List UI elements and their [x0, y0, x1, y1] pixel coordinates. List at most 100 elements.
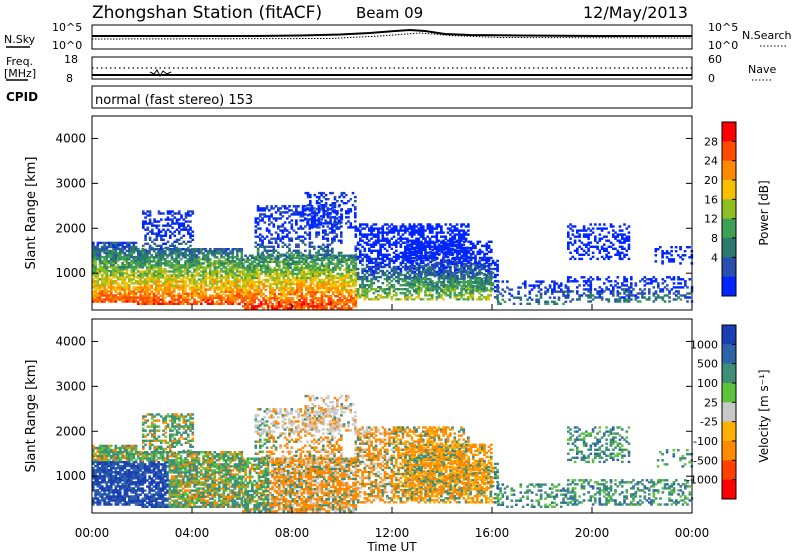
data-cell — [300, 301, 304, 304]
data-cell — [305, 280, 308, 284]
data-cell — [388, 243, 391, 246]
data-cell — [200, 270, 203, 273]
data-cell — [368, 229, 371, 232]
data-cell — [119, 241, 122, 245]
data-cell — [200, 264, 203, 267]
data-cell — [168, 264, 172, 267]
data-cell — [301, 257, 305, 261]
data-cell — [253, 292, 256, 296]
data-cell — [170, 276, 174, 279]
data-cell — [105, 294, 109, 297]
data-cell — [157, 244, 161, 248]
data-cell — [202, 276, 205, 279]
data-cell — [152, 264, 156, 267]
data-cell — [215, 288, 219, 291]
data-cell — [311, 218, 314, 221]
data-cell — [101, 300, 104, 303]
data-cell — [361, 267, 364, 271]
data-cell — [274, 241, 278, 244]
data-cell — [236, 268, 239, 271]
data-cell — [152, 298, 156, 301]
data-cell — [338, 274, 342, 278]
data-cell — [287, 276, 290, 280]
data-cell — [433, 271, 436, 275]
data-cell — [370, 261, 373, 265]
data-cell — [148, 288, 151, 291]
data-cell — [257, 292, 261, 296]
data-cell — [175, 258, 178, 261]
data-cell — [182, 294, 185, 297]
data-cell — [311, 297, 315, 300]
data-cell — [132, 296, 136, 299]
data-cell — [302, 280, 306, 284]
data-cell — [383, 259, 387, 263]
data-cell — [449, 270, 453, 274]
data-cell — [442, 270, 446, 274]
data-cell — [365, 225, 369, 228]
data-cell — [437, 225, 441, 228]
data-cell — [175, 278, 178, 281]
data-cell — [429, 266, 432, 270]
data-cell — [155, 294, 158, 297]
data-cell — [191, 276, 194, 279]
data-cell — [265, 255, 269, 259]
data-cell — [386, 223, 389, 226]
data-cell — [318, 299, 322, 302]
data-cell — [408, 296, 412, 299]
data-cell — [390, 269, 394, 273]
data-cell — [445, 287, 448, 290]
data-cell — [324, 249, 327, 252]
data-cell — [277, 235, 280, 238]
data-cell — [447, 264, 450, 268]
data-cell — [92, 292, 95, 295]
data-cell — [331, 204, 335, 207]
data-cell — [311, 216, 314, 219]
data-cell — [332, 284, 335, 288]
data-cell — [268, 217, 271, 220]
data-cell — [211, 280, 214, 283]
data-cell — [418, 256, 421, 260]
data-cell — [151, 232, 154, 235]
data-cell — [94, 294, 97, 297]
nsearch-tick-high: 10^5 — [708, 21, 738, 34]
data-cell — [264, 270, 268, 274]
data-cell — [184, 284, 187, 287]
data-cell — [322, 225, 325, 228]
data-cell — [271, 260, 274, 263]
data-cell — [320, 301, 324, 304]
data-cell — [397, 288, 400, 291]
data-cell — [447, 258, 450, 262]
data-cell — [404, 288, 407, 291]
data-cell — [94, 255, 97, 259]
data-cell — [282, 270, 286, 274]
data-cell — [296, 262, 299, 265]
cpid-text: normal (fast stereo) 153 — [95, 93, 253, 108]
data-cell — [222, 264, 226, 267]
data-cell — [177, 300, 181, 303]
data-cell — [295, 243, 298, 246]
data-cell — [257, 282, 261, 286]
data-cell — [284, 292, 288, 296]
data-cell — [388, 271, 391, 275]
data-cell — [231, 260, 235, 263]
data-cell — [144, 228, 147, 231]
data-cell — [431, 268, 435, 272]
data-cell — [169, 212, 172, 215]
data-cell — [229, 266, 232, 269]
data-cell — [218, 252, 221, 255]
data-cell — [157, 300, 160, 303]
data-cell — [370, 267, 373, 271]
data-cell — [255, 272, 259, 276]
data-cell — [110, 243, 113, 247]
data-cell — [308, 251, 312, 254]
data-cell — [186, 270, 190, 273]
data-cell — [487, 266, 491, 270]
data-cell — [428, 245, 432, 248]
data-cell — [227, 256, 230, 259]
data-cell — [288, 231, 291, 234]
data-cell — [326, 207, 330, 210]
data-cell — [315, 226, 319, 229]
data-cell — [263, 237, 267, 240]
data-cell — [487, 240, 491, 243]
data-cell — [107, 282, 111, 285]
